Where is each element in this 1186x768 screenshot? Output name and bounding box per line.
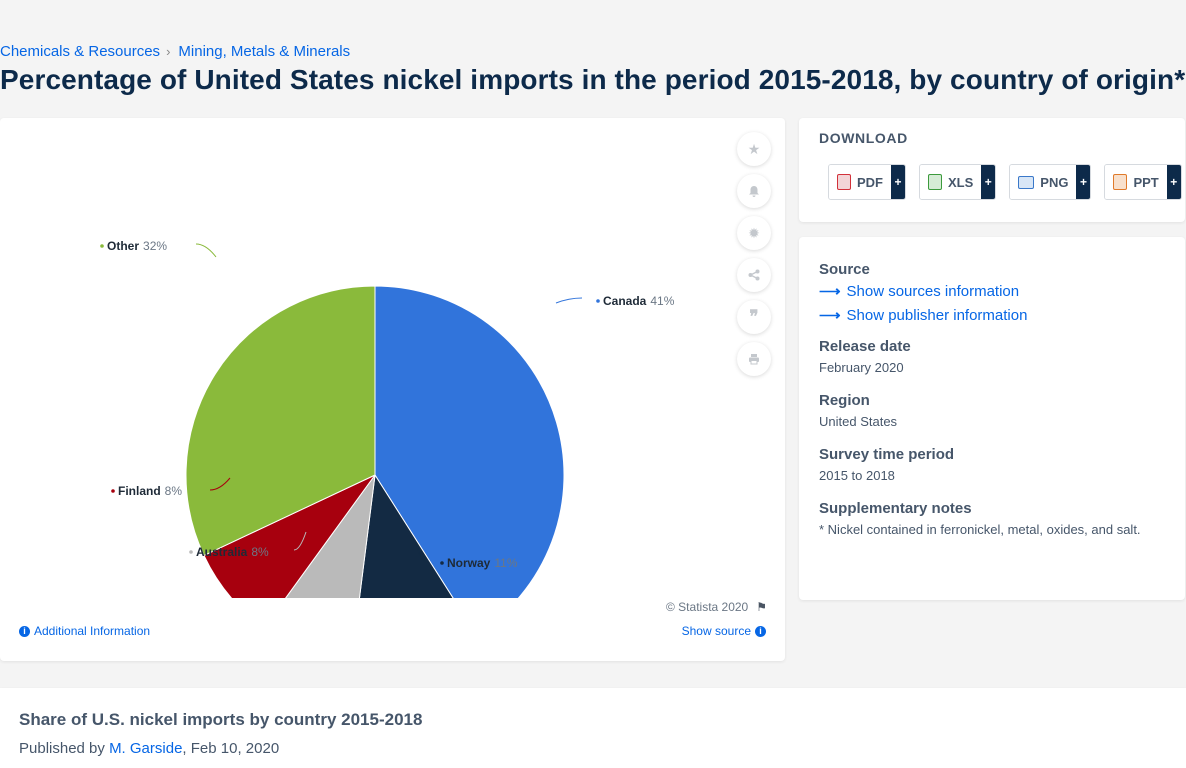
pdf-file-icon [837,174,851,190]
data-label-australia: Australia 8% [196,545,269,559]
connector-line-finland [209,477,231,491]
published-date: , Feb 10, 2020 [182,740,280,757]
download-ppt-button[interactable]: PPT + [1104,164,1182,200]
share-icon[interactable] [737,258,771,292]
download-png-main: PNG [1010,165,1077,199]
legend-dot-canada [596,299,600,303]
download-ppt-label: PPT [1133,174,1159,190]
show-publisher-link[interactable]: ⟶ Show publisher information [819,304,1159,328]
region-heading: Region [819,392,870,409]
show-publisher-label: Show publisher information [846,307,1028,324]
plus-icon: + [1076,165,1091,199]
download-png-button[interactable]: PNG + [1009,164,1092,200]
plus-icon: + [891,165,905,199]
pie-slice-finland[interactable] [203,474,376,598]
plus-icon: + [981,165,996,199]
region-block: Region United States [819,392,1159,432]
pie-slice-canada[interactable] [374,285,565,598]
connector-line-norway [415,542,426,561]
breadcrumb-mining[interactable]: Mining, Metals & Minerals [178,43,351,60]
additional-information-label: Additional Information [34,624,151,638]
info-icon: i [755,625,766,637]
legend-dot-norway [440,561,444,565]
survey-heading: Survey time period [819,446,955,463]
info-icon: i [19,625,30,637]
download-xls-main: XLS [920,165,982,199]
notes-value: * Nickel contained in ferronickel, metal… [819,522,1141,537]
download-xls-button[interactable]: XLS + [919,164,997,200]
notes-heading: Supplementary notes [819,500,972,517]
pie-slice-norway[interactable] [351,473,476,598]
download-png-label: PNG [1040,174,1069,190]
xls-file-icon [928,174,942,190]
legend-dot-australia [189,550,193,554]
chart-toolbar: ★ ✹ ❞ [737,132,771,384]
show-sources-label: Show sources information [846,283,1020,300]
show-source-label: Show source [681,624,751,638]
chart-card: Canada 41% Norway 11% Australia 8% Finland 8% Ot… [0,118,785,661]
plus-icon: + [1166,165,1181,199]
info-content: Source ⟶ Show sources information ⟶ Show… [819,261,1159,554]
gear-icon[interactable]: ✹ [737,216,771,250]
download-ppt-main: PPT [1105,165,1167,199]
info-card: Source ⟶ Show sources information ⟶ Show… [799,237,1185,600]
connector-line-australia [293,531,307,551]
page-title: Percentage of United States nickel impor… [0,64,1186,95]
data-label-norway: Norway 11% [447,556,518,570]
release-value: February 2020 [819,360,904,375]
published-prefix: Published by [19,740,110,757]
statistic-title: Share of U.S. nickel imports by country … [19,710,423,729]
show-sources-link[interactable]: ⟶ Show sources information [819,280,1159,304]
survey-block: Survey time period 2015 to 2018 [819,446,1159,486]
pie-chart: Canada 41% Norway 11% Australia 8% Finland 8% Ot… [100,239,675,598]
bell-icon[interactable] [737,174,771,208]
data-label-canada: Canada 41% [603,294,675,308]
connector-line-other [195,243,217,258]
download-pdf-button[interactable]: PDF + [828,164,906,200]
show-source-link[interactable]: Show source i [682,624,766,638]
notes-block: Supplementary notes * Nickel contained i… [819,500,1159,540]
author-link[interactable]: M. Garside [109,740,183,757]
copyright-text: © Statista 2020 [666,600,749,614]
print-icon[interactable] [737,342,771,376]
arrow-right-icon: ⟶ [819,283,841,300]
published-by: Published by M. Garside, Feb 10, 2020 [19,740,279,757]
breadcrumb-chevron-icon: › [166,44,171,59]
release-block: Release date February 2020 [819,338,1159,378]
copyright: © Statista 2020 ⚑ [666,600,767,614]
additional-information-link[interactable]: i Additional Information [19,624,150,638]
legend-dot-finland [111,489,115,493]
breadcrumb: Chemicals & Resources › Mining, Metals &… [0,43,350,60]
statistic-summary: Share of U.S. nickel imports by country … [0,688,1186,768]
source-block: Source ⟶ Show sources information ⟶ Show… [819,261,1159,328]
download-pdf-label: PDF [857,174,883,190]
data-label-finland: Finland 8% [118,484,182,498]
download-title: DOWNLOAD [819,130,908,146]
legend-dot-other [100,244,104,248]
quote-icon[interactable]: ❞ [737,300,771,334]
download-xls-label: XLS [948,174,974,190]
download-pdf-main: PDF [829,165,891,199]
connector-line-canada [555,297,583,304]
png-file-icon [1018,175,1035,189]
top-bar [0,0,1186,36]
breadcrumb-chemicals[interactable]: Chemicals & Resources [0,43,161,60]
download-buttons: PDF + XLS + PNG + PPT + [828,164,1182,200]
pie-slice-other[interactable] [185,285,376,557]
arrow-right-icon: ⟶ [819,307,841,324]
ppt-file-icon [1113,174,1128,190]
release-heading: Release date [819,338,911,355]
download-card: DOWNLOAD PDF + XLS + PNG + [799,118,1185,222]
survey-value: 2015 to 2018 [819,468,895,483]
star-icon[interactable]: ★ [737,132,771,166]
region-value: United States [819,414,898,429]
flag-icon[interactable]: ⚑ [756,600,767,614]
source-heading: Source [819,261,870,278]
data-label-other: Other 32% [107,239,167,253]
